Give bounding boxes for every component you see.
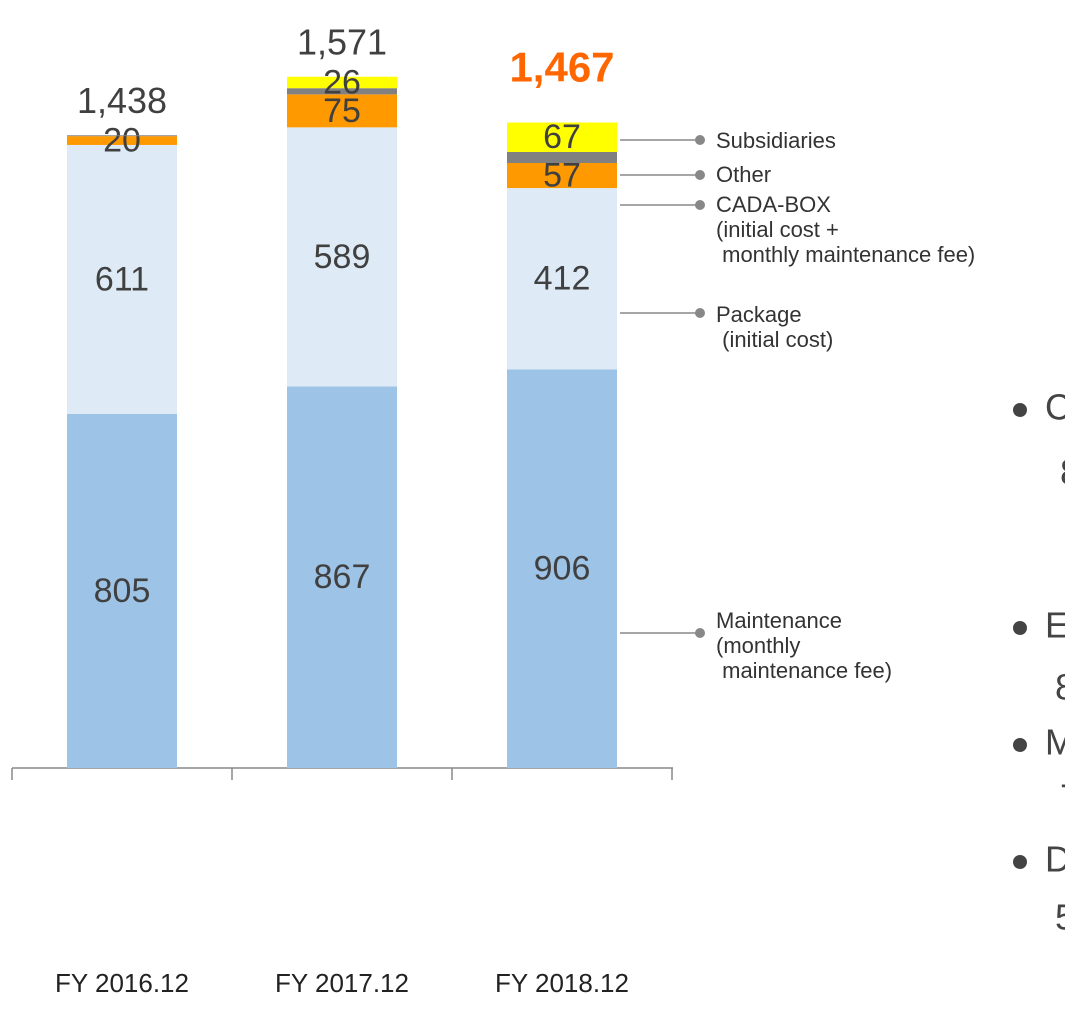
bar-segment xyxy=(287,386,397,768)
data-label: 867 xyxy=(314,558,371,596)
bar-segment xyxy=(67,135,177,137)
x-tick-label: FY 2017.12 xyxy=(275,968,409,998)
data-label: 412 xyxy=(534,260,591,298)
data-label: 20 xyxy=(103,122,141,160)
bar-segment xyxy=(67,144,177,414)
bar-segment xyxy=(507,188,617,370)
bullet xyxy=(1013,403,1027,417)
bar-segment xyxy=(287,127,397,387)
callout-dot xyxy=(695,170,705,180)
data-label: 67 xyxy=(543,118,581,156)
legend-label: Subsidiaries xyxy=(716,128,836,153)
total-label: 1,571 xyxy=(297,21,387,62)
data-label: 805 xyxy=(94,572,151,610)
bar-segment xyxy=(507,369,617,768)
total-label: 1,467 xyxy=(509,44,614,91)
bar-segment xyxy=(67,413,177,768)
bar-segment xyxy=(507,163,617,189)
x-tick-label: FY 2018.12 xyxy=(495,968,629,998)
data-label: 26 xyxy=(323,63,361,101)
bar-segment xyxy=(67,136,177,145)
callout-dot xyxy=(695,200,705,210)
side-note: M xyxy=(1045,722,1065,763)
bar-segment xyxy=(507,152,617,163)
data-label: 906 xyxy=(534,550,591,588)
legend-label: Package (initial cost) xyxy=(716,302,834,352)
side-note: 7 xyxy=(1060,777,1065,818)
total-label: 1,438 xyxy=(77,80,167,121)
legend-label: Maintenance (monthly maintenance fee) xyxy=(716,608,893,683)
bullet xyxy=(1013,855,1027,869)
bar-segment xyxy=(287,94,397,128)
bar-segment xyxy=(287,88,397,95)
data-label: 75 xyxy=(323,92,361,130)
side-note: 8 xyxy=(1060,452,1065,493)
side-note: 8 xyxy=(1055,667,1065,708)
bullet xyxy=(1013,621,1027,635)
legend-label: Other xyxy=(716,162,772,187)
callout-dot xyxy=(695,135,705,145)
side-note: C xyxy=(1045,387,1065,428)
bullet xyxy=(1013,738,1027,752)
data-label: 611 xyxy=(95,260,149,298)
legend-label: CADA-BOX (initial cost + monthly mainten… xyxy=(716,192,976,267)
callout-dot xyxy=(695,308,705,318)
side-note: D xyxy=(1045,839,1065,880)
callout-dot xyxy=(695,628,705,638)
bar-segment xyxy=(287,76,397,89)
side-note: E xyxy=(1045,605,1065,646)
side-note: 5 xyxy=(1055,897,1065,938)
x-tick-label: FY 2016.12 xyxy=(55,968,189,998)
data-label: 589 xyxy=(314,238,371,276)
bar-segment xyxy=(507,122,617,152)
